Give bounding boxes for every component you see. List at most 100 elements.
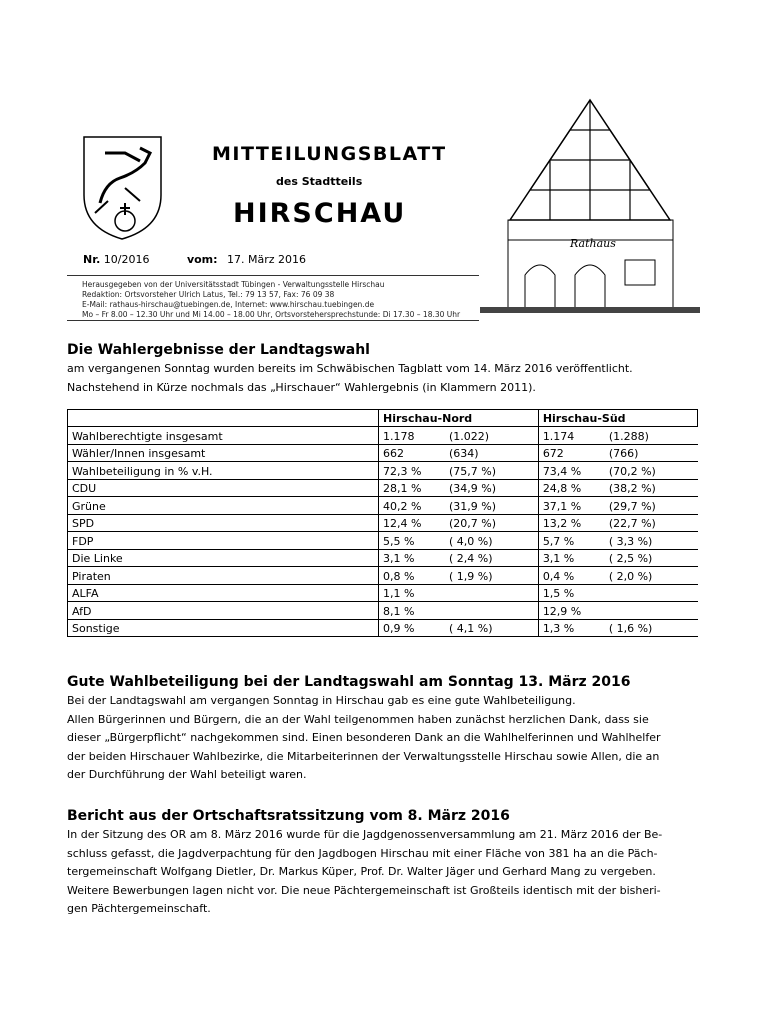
table-row: Wahlberechtigte insgesamt 1.178 (1.022) 1.1…: [67, 426, 698, 445]
table-row: FDP 5,5 % ( 4,0 %) 5,7 % ( 3,3 %): [67, 531, 698, 550]
cell-value-2016: 72,3 %: [383, 464, 422, 478]
nord-cell: 28,1 % (34,9 %): [378, 478, 539, 497]
cell-value-2016: 12,4 %: [383, 517, 422, 530]
cell-value-2016: 672: [542, 447, 564, 460]
imprint: Herausgegeben von der Universitätsstadt …: [82, 280, 460, 320]
cell-value-2011: ( 1,9 %): [449, 569, 493, 583]
cell-value-2011: (22,7 %): [608, 517, 656, 530]
row-label: CDU: [72, 482, 97, 495]
sued-cell: 12,9 %: [537, 601, 698, 620]
paragraph-line: Nachstehend in Kürze nochmals das „Hirsc…: [67, 380, 536, 394]
cell-value-2016: 0,4 %: [542, 569, 575, 583]
cell-value-2011: (29,7 %): [608, 499, 656, 513]
row-label-cell: Die Linke: [67, 548, 379, 567]
nord-cell: 0,9 % ( 4,1 %): [378, 618, 539, 637]
cell-value-2011: (20,7 %): [449, 517, 497, 530]
nord-cell: 8,1 %: [378, 601, 539, 620]
cell-value-2016: 1,3 %: [542, 622, 575, 635]
cell-value-2011: ( 2,5 %): [608, 552, 653, 565]
cell-value-2011: ( 4,0 %): [449, 534, 493, 548]
cell-value-2011: (1.288): [608, 429, 649, 443]
table-row: Piraten 0,8 % ( 1,9 %) 0,4 % ( 2,0 %): [67, 566, 698, 585]
sued-cell: 13,2 % (22,7 %): [537, 513, 698, 532]
cell-value-2016: 24,8 %: [542, 482, 582, 495]
paragraph-line: schluss gefasst, die Jagdverpachtung für…: [67, 846, 658, 860]
cell-value-2016: 12,9 %: [542, 604, 582, 618]
nord-cell: 5,5 % ( 4,0 %): [378, 531, 539, 550]
paragraph-line: der Durchführung der Wahl beteiligt ware…: [67, 768, 307, 781]
paragraph-line: Allen Bürgerinnen und Bürgern, die an de…: [67, 712, 649, 726]
paragraph-line: Weitere Bewerbungen lagen nicht vor. Die…: [67, 883, 661, 897]
cell-value-2016: 5,5 %: [383, 534, 415, 548]
paragraph-line: gen Pächtergemeinschaft.: [67, 902, 211, 915]
sued-cell: 37,1 % (29,7 %): [537, 496, 698, 515]
table-row: Grüne 40,2 % (31,9 %) 37,1 % (29,7 %): [67, 496, 698, 515]
row-label-cell: CDU: [67, 478, 379, 497]
nord-cell: 40,2 % (31,9 %): [378, 496, 539, 515]
cell-value-2016: 662: [383, 447, 404, 460]
cell-value-2016: 3,1 %: [542, 552, 575, 565]
cell-value-2011: (38,2 %): [608, 482, 656, 495]
table-header-row: Hirschau-Nord Hirschau-Süd: [67, 409, 699, 427]
paragraph-line: dieser „Bürgerpflicht“ nachgekommen sind…: [67, 731, 661, 744]
cell-value-2011: (34,9 %): [449, 482, 497, 495]
cell-value-2016: 73,4 %: [542, 464, 582, 478]
row-label: Grüne: [72, 499, 106, 513]
paragraph-line: In der Sitzung des OR am 8. März 2016 wu…: [67, 828, 663, 841]
nord-cell: 12,4 % (20,7 %): [378, 513, 539, 532]
table-row: SPD 12,4 % (20,7 %) 13,2 % (22,7 %): [67, 513, 698, 532]
row-label: Wahlbeteiligung in % v.H.: [72, 464, 213, 478]
sued-cell: 3,1 % ( 2,5 %): [537, 548, 698, 567]
imprint-line: Herausgegeben von der Universitätsstadt …: [82, 280, 385, 289]
table-row: Die Linke 3,1 % ( 2,4 %) 3,1 % ( 2,5 %): [67, 548, 698, 567]
cell-value-2011: ( 3,3 %): [608, 534, 653, 548]
cell-value-2011: (634): [449, 447, 479, 460]
row-label-cell: Wähler/Innen insgesamt: [67, 443, 379, 462]
row-label-cell: Grüne: [67, 496, 379, 515]
masthead-title: MITTEILUNGSBLATT: [212, 143, 447, 165]
paragraph-line: Bei der Landtagswahl am vergangen Sonnta…: [67, 694, 576, 707]
sued-cell: 5,7 % ( 3,3 %): [537, 531, 698, 550]
sued-cell: 1,5 %: [537, 583, 698, 602]
table-header: Hirschau-Süd: [537, 409, 699, 427]
cell-value-2016: 0,8 %: [383, 569, 415, 583]
sued-cell: 1.174 (1.288): [537, 426, 698, 445]
row-label: Piraten: [72, 569, 111, 583]
cell-value-2016: 28,1 %: [383, 482, 422, 495]
cell-value-2016: 1,5 %: [542, 587, 575, 600]
row-label: SPD: [72, 517, 95, 530]
nord-cell: 1.178 (1.022): [378, 426, 539, 445]
table-row: AfD 8,1 % 12,9 %: [67, 601, 698, 620]
sued-cell: 672 (766): [537, 443, 698, 462]
sued-cell: 73,4 % (70,2 %): [537, 461, 698, 480]
election-results-table: Hirschau-Nord Hirschau-Süd Wahlberechtig…: [67, 409, 699, 637]
cell-value-2011: (70,2 %): [608, 464, 656, 478]
imprint-line: Redaktion: Ortsvorsteher Ulrich Latus, T…: [82, 290, 335, 299]
row-label-cell: AfD: [67, 601, 379, 620]
row-label-cell: Piraten: [67, 566, 379, 585]
section-council-text: In der Sitzung des OR am 8. März 2016 wu…: [67, 826, 707, 919]
table-row: Wahlbeteiligung in % v.H. 72,3 % (75,7 %) 7…: [67, 461, 698, 480]
section-turnout-text: Bei der Landtagswahl am vergangen Sonnta…: [67, 692, 707, 785]
cell-value-2016: 8,1 %: [383, 604, 415, 618]
table-header: [67, 409, 379, 427]
nord-cell: 72,3 % (75,7 %): [378, 461, 539, 480]
issue-line: Nr. 10/2016 vom: 17. März 2016: [83, 253, 306, 266]
cell-value-2016: 5,7 %: [542, 534, 575, 548]
cell-value-2011: ( 2,0 %): [608, 569, 653, 583]
header-rule-bottom: [67, 320, 479, 321]
row-label: ALFA: [72, 587, 99, 600]
cell-value-2016: 13,2 %: [542, 517, 582, 530]
nord-cell: 3,1 % ( 2,4 %): [378, 548, 539, 567]
paragraph-line: am vergangenen Sonntag wurden bereits im…: [67, 362, 633, 375]
nord-cell: 1,1 %: [378, 583, 539, 602]
table-row: Wähler/Innen insgesamt 662 (634) 672 (766): [67, 443, 698, 462]
section-heading-turnout: Gute Wahlbeteiligung bei der Landtagswah…: [67, 674, 631, 690]
paragraph-line: der beiden Hirschauer Wahlbezirke, die M…: [67, 749, 660, 763]
townhall-sign: Rathaus: [569, 237, 616, 250]
row-label: Die Linke: [72, 552, 123, 565]
sued-cell: 0,4 % ( 2,0 %): [537, 566, 698, 585]
table-row: CDU 28,1 % (34,9 %) 24,8 % (38,2 %): [67, 478, 698, 497]
header-rule-top: [67, 275, 479, 276]
